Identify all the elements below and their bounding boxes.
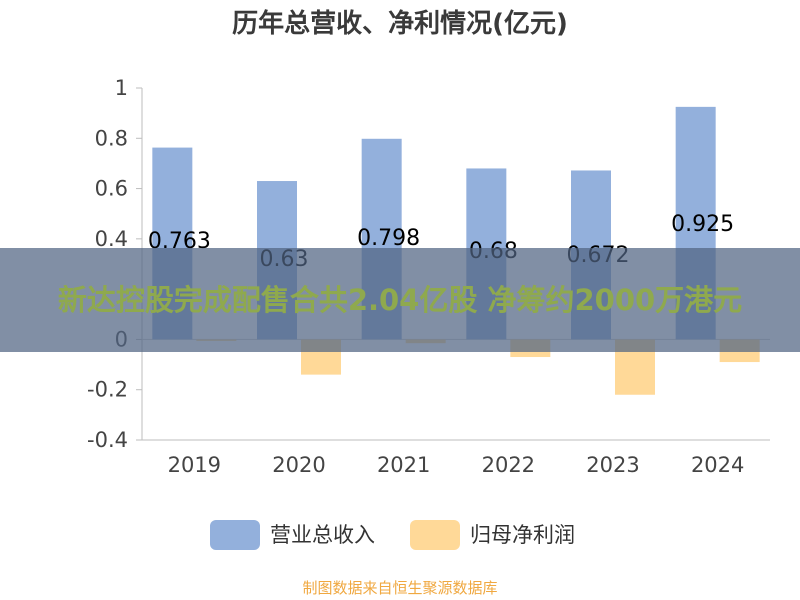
data-label: 0.798 [357, 226, 420, 251]
legend-label: 营业总收入 [270, 523, 375, 547]
x-tick-label: 2019 [168, 453, 221, 477]
y-tick-label: 0.4 [95, 227, 128, 251]
headline-text: 新达控股完成配售合共2.04亿股 净筹约2000万港元 [57, 283, 743, 317]
x-tick-label: 2021 [377, 453, 430, 477]
y-tick-label: 0.6 [95, 177, 128, 201]
y-tick-label: 0.8 [95, 126, 128, 150]
y-tick-label: 1 [115, 76, 128, 100]
x-tick-label: 2023 [586, 453, 639, 477]
x-tick-label: 2024 [691, 453, 744, 477]
chart-title: 历年总营收、净利情况(亿元) [232, 8, 568, 39]
y-tick-label: -0.4 [87, 428, 128, 452]
chart-legend: 营业总收入 归母净利润 [210, 520, 575, 550]
x-tick-label: 2022 [482, 453, 535, 477]
x-tick-label: 2020 [272, 453, 325, 477]
data-label: 0.925 [671, 212, 734, 237]
headline-banner: 新达控股完成配售合共2.04亿股 净筹约2000万港元 [0, 248, 800, 352]
legend-swatch [210, 520, 260, 550]
source-note: 制图数据来自恒生聚源数据库 [302, 579, 497, 597]
legend-swatch [410, 520, 460, 550]
y-tick-label: -0.2 [87, 378, 128, 402]
legend-label: 归母净利润 [470, 523, 575, 547]
